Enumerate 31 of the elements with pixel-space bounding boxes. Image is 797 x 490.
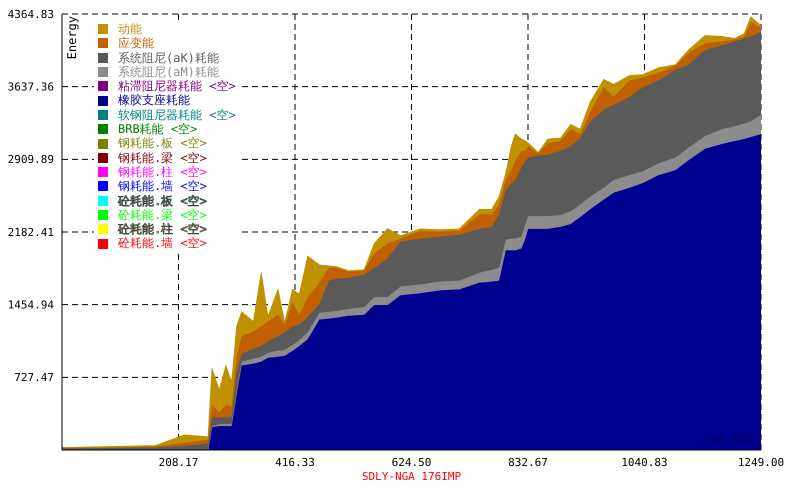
x-tick-label: 208.17 [158,456,198,469]
legend-label: 软钢阻尼器耗能 <空> [118,108,236,122]
legend-label: 动能 [118,22,142,36]
legend-label: 系统阻尼(aK)耗能 [118,50,219,65]
y-axis-title: Energy [65,16,79,60]
x-tick-label: 1249.00 [738,456,784,469]
x-tick-label: 1040.83 [621,456,668,469]
y-tick-label: 2182.41 [8,226,54,239]
legend-label: 钢耗能.墙 <空> [118,179,207,194]
legend-label: 砼耗能.柱 <空> [118,222,207,236]
legend-label: 系统阻尼(aM)耗能 [118,64,219,80]
legend-label: 橡胶支座耗能 [118,93,190,108]
legend-label: 钢耗能.板 <空> [118,136,207,151]
legend-label: 粘滞阻尼器耗能 <空> [118,79,236,94]
y-tick-label: 3637.36 [8,80,54,94]
legend-label: 砼耗能.板 <空> [118,194,207,208]
x-tick-label: 416.33 [275,456,315,469]
legend-label: 钢耗能.柱 <空> [118,164,207,180]
x-tick-label: 624.50 [392,456,432,469]
y-tick-label: 4364.83 [8,8,54,21]
annotation: Cal Dot [704,432,755,446]
x-axis-title: SDLY-NGA_176IMP [362,470,462,483]
y-tick-label: 1454.94 [8,298,54,312]
legend-label: 砼耗能.梁 <空> [118,208,207,222]
legend-label: 砼耗能.墙 <空> [118,236,207,251]
y-tick-label: 727.47 [14,371,54,384]
legend-label: BRB耗能 <空> [118,122,198,136]
x-tick-label: 832.67 [508,456,548,469]
legend-label: 应变能 [118,36,154,51]
y-tick-label: 2909.89 [8,153,54,166]
legend-label: 钢耗能.梁 <空> [118,150,207,165]
